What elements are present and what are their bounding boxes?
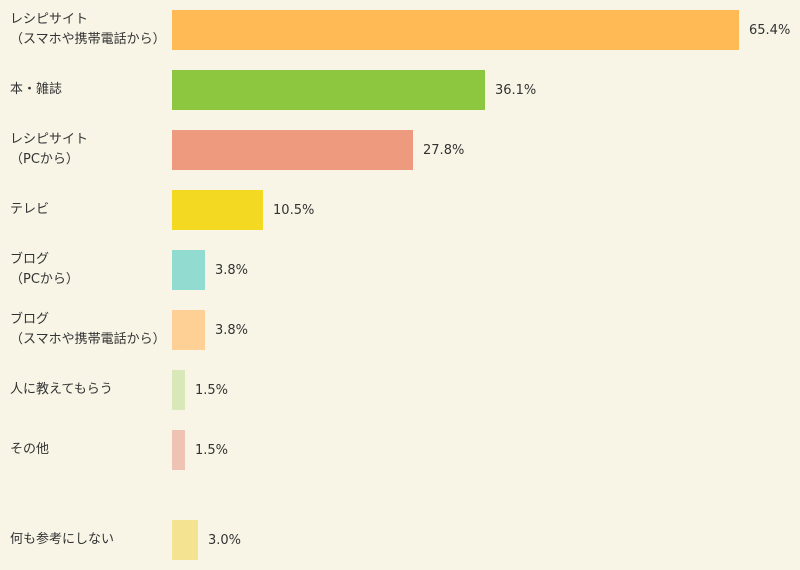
value-label: 3.8% <box>214 262 248 278</box>
category-label: ブログ （スマホや携帯電話から） <box>10 312 166 347</box>
category-label: その他 <box>10 442 50 457</box>
value-label: 36.1% <box>494 82 537 98</box>
bar <box>172 10 739 50</box>
category-label: ブログ （PCから） <box>10 252 79 287</box>
value-label: 1.5% <box>195 382 229 398</box>
bar <box>172 520 198 560</box>
value-label: 27.8% <box>423 142 465 158</box>
category-label: レシピサイト （PCから） <box>10 132 89 167</box>
bar <box>172 190 264 230</box>
category-label: テレビ <box>10 202 50 217</box>
bar <box>172 370 185 410</box>
value-label: 65.4% <box>749 22 791 38</box>
value-label: 3.8% <box>214 322 248 338</box>
bar <box>172 250 205 290</box>
category-label: 何も参考にしない <box>10 532 115 547</box>
bar <box>172 70 485 110</box>
bar <box>172 310 205 350</box>
category-label: レシピサイト （スマホや携帯電話から） <box>10 12 166 47</box>
category-label: 本・雑誌 <box>10 82 63 97</box>
value-label: 3.0% <box>208 532 242 548</box>
value-label: 10.5% <box>273 202 315 218</box>
value-label: 1.5% <box>195 442 229 458</box>
bar <box>172 130 414 170</box>
category-label: 人に教えてもらう <box>10 382 113 397</box>
bar <box>172 430 185 470</box>
